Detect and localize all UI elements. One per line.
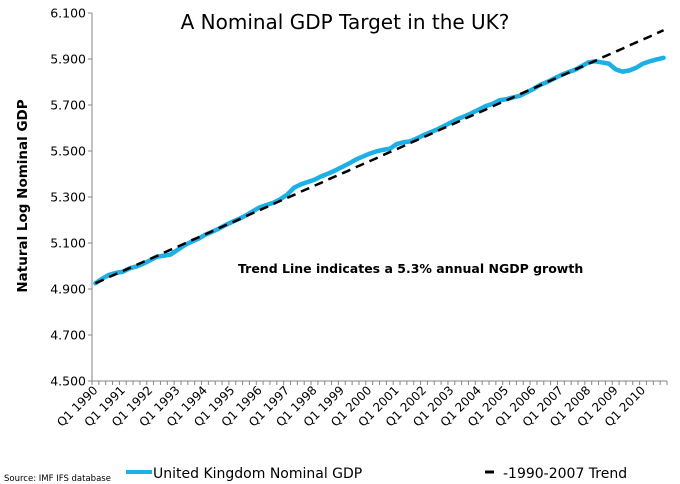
legend-label-gdp: United Kingdom Nominal GDP — [153, 466, 362, 482]
y-tick-label: 4.900 — [50, 282, 86, 297]
series-line-uk-nominal-gdp — [93, 55, 666, 286]
legend: United Kingdom Nominal GDP -1990-2007 Tr… — [126, 466, 627, 482]
y-tick-label: 4.700 — [50, 328, 86, 343]
y-axis-label: Natural Log Nominal GDP — [15, 99, 31, 292]
source-note: Source: IMF IFS database — [4, 474, 111, 484]
y-tick-label: 5.100 — [50, 236, 86, 251]
y-axis: 4.500 4.700 4.900 5.100 5.300 5.500 5.700 5.900… — [50, 6, 93, 389]
legend-label-trend: -1990-2007 Trend — [503, 466, 627, 482]
series-line-trend — [94, 29, 665, 285]
y-tick-label: 5.300 — [50, 190, 86, 205]
trend-annotation: Trend Line indicates a 5.3% annual NGDP … — [238, 261, 583, 276]
y-tick-label: 5.900 — [50, 52, 86, 67]
y-tick-label: 5.500 — [50, 144, 86, 159]
y-tick-label: 4.500 — [50, 374, 86, 389]
y-tick-label: 5.700 — [50, 98, 86, 113]
y-tick-label: 6.100 — [50, 6, 86, 21]
plot-area — [93, 29, 666, 286]
chart-title: A Nominal GDP Target in the UK? — [181, 10, 510, 34]
